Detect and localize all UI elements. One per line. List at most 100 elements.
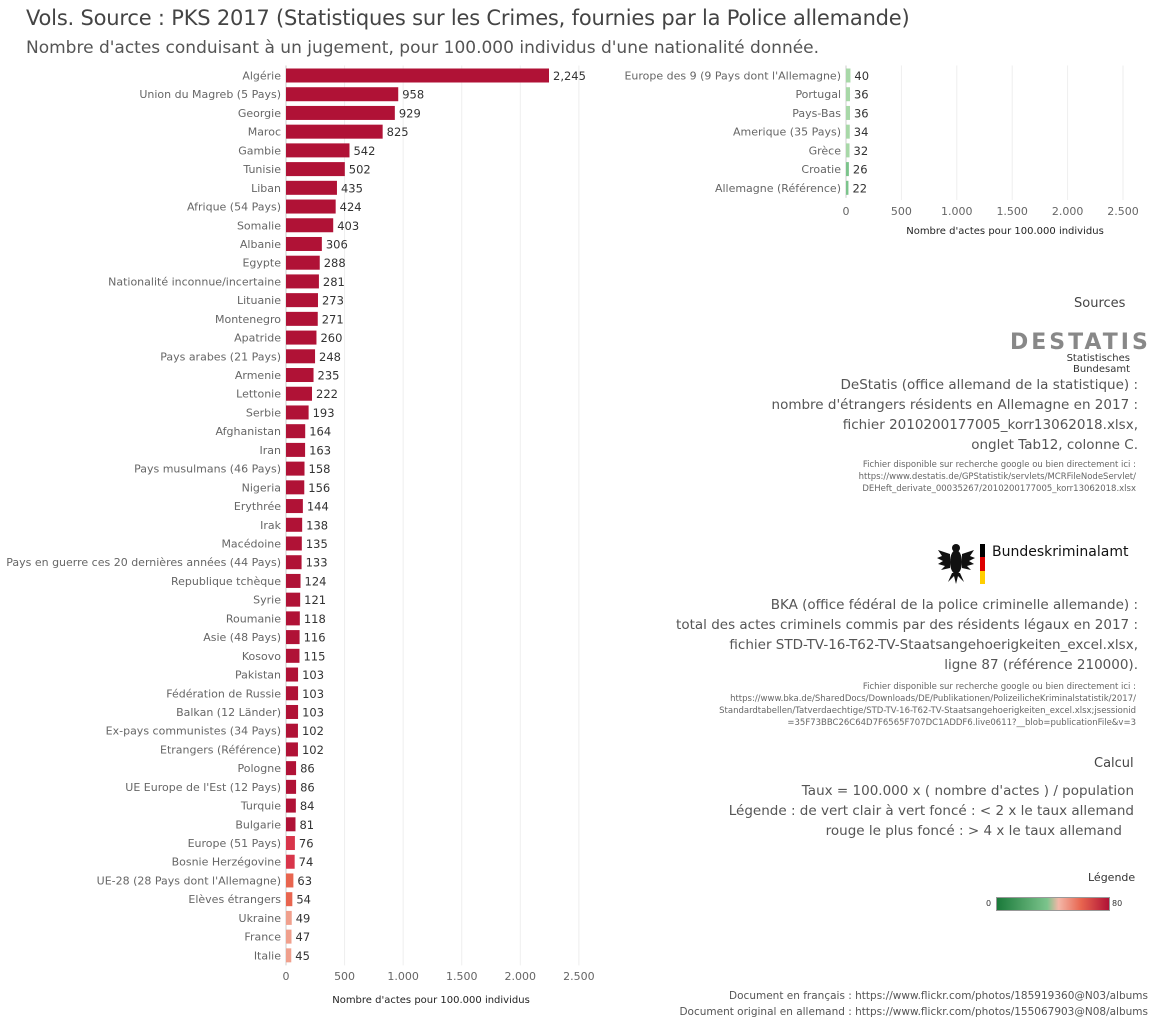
- bar: [286, 499, 303, 514]
- category-label: Nationalité inconnue/incertaine: [108, 275, 281, 288]
- bka-line: BKA (office fédéral de la police crimine…: [770, 597, 1138, 613]
- category-label: Iran: [260, 444, 282, 457]
- category-label: Georgie: [238, 107, 281, 120]
- bar: [286, 162, 345, 177]
- value-label: 32: [854, 144, 869, 158]
- bar: [286, 480, 305, 495]
- x-tick-label: 500: [334, 970, 355, 983]
- category-label: Lettonie: [236, 388, 281, 401]
- category-label: Croatie: [801, 163, 841, 176]
- bka-file-link[interactable]: Standardtabellen/Tatverdaechtige/STD-TV-…: [719, 706, 1136, 716]
- destatis-logo-sub: Statistisches Bundesamt: [1066, 353, 1130, 375]
- category-label: Macédoine: [221, 538, 281, 551]
- legend-max: 80: [1112, 899, 1123, 908]
- legend-gradient: [996, 897, 1110, 911]
- category-label: Pays en guerre ces 20 dernières années (…: [6, 556, 281, 569]
- value-label: 36: [854, 106, 869, 120]
- category-label: Maroc: [248, 126, 281, 139]
- x-tick-label: 0: [843, 205, 850, 218]
- bar: [286, 723, 298, 738]
- bar: [846, 105, 850, 120]
- legend-title: Légende: [1088, 871, 1136, 884]
- bka-file-line: Fichier disponible sur recherche google …: [862, 682, 1136, 692]
- category-label: Albanie: [240, 238, 281, 251]
- value-label: 138: [306, 518, 328, 532]
- value-label: 49: [296, 911, 311, 925]
- category-label: Ukraine: [239, 912, 282, 925]
- value-label: 542: [353, 144, 375, 158]
- bar: [846, 162, 849, 177]
- value-label: 502: [349, 163, 371, 177]
- value-label: 34: [854, 125, 869, 139]
- value-label: 281: [323, 275, 345, 289]
- category-label: France: [244, 931, 281, 944]
- bka-file-link[interactable]: https://www.bka.de/SharedDocs/Downloads/…: [730, 694, 1136, 704]
- bar: [286, 255, 320, 270]
- value-label: 124: [305, 574, 327, 588]
- bar: [286, 630, 300, 645]
- destatis-line: fichier 2010200177005_korr13062018.xlsx,: [842, 417, 1138, 433]
- value-label: 116: [304, 631, 326, 645]
- value-label: 164: [309, 425, 331, 439]
- category-label: Balkan (12 Länder): [176, 706, 281, 719]
- x-tick-label: 1.000: [941, 205, 973, 218]
- value-label: 115: [303, 649, 325, 663]
- x-tick-label: 1.000: [387, 970, 419, 983]
- value-label: 45: [295, 949, 310, 963]
- bar: [286, 536, 302, 551]
- category-label: Afrique (54 Pays): [187, 201, 281, 214]
- value-label: 102: [302, 724, 324, 738]
- bar: [286, 68, 549, 83]
- destatis-logo: DESTATIS Statistisches Bundesamt: [1010, 330, 1151, 375]
- category-label: Amerique (35 Pays): [733, 126, 841, 139]
- value-label: 22: [852, 181, 867, 195]
- footer-link-de[interactable]: Document original en allemand : https://…: [679, 1006, 1148, 1018]
- destatis-line: DeStatis (office allemand de la statisti…: [840, 377, 1138, 393]
- destatis-logo-word: DESTATIS: [1010, 330, 1151, 355]
- x-tick-label: 1.500: [446, 970, 478, 983]
- bar: [286, 948, 292, 963]
- category-label: Egypte: [242, 257, 281, 270]
- sources-title: Sources: [1074, 296, 1126, 311]
- footer-link-fr[interactable]: Document en français : https://www.flick…: [729, 990, 1148, 1002]
- bar: [286, 180, 337, 195]
- bar: [286, 573, 301, 588]
- destatis-file-line: Fichier disponible sur recherche google …: [862, 460, 1136, 470]
- category-label: Fédération de Russie: [166, 687, 281, 700]
- category-label: Armenie: [235, 369, 281, 382]
- value-label: 825: [387, 125, 409, 139]
- category-label: Nigeria: [242, 481, 281, 494]
- bar: [846, 143, 850, 158]
- category-label: Pays musulmans (46 Pays): [134, 463, 281, 476]
- value-label: 81: [299, 818, 314, 832]
- x-tick-label: 0: [283, 970, 290, 983]
- bar: [286, 386, 313, 401]
- bka-file-link[interactable]: =35F73BBC26C64D7F6565F707DC1ADDF6.live06…: [787, 718, 1136, 728]
- x-tick-label: 500: [891, 205, 912, 218]
- bar: [286, 929, 292, 944]
- category-label: Asie (48 Pays): [203, 631, 281, 644]
- bar: [286, 817, 296, 832]
- bar: [286, 742, 298, 757]
- bar: [286, 143, 350, 158]
- x-tick-label: 1.500: [996, 205, 1028, 218]
- category-label: Bosnie Herzégovine: [172, 856, 282, 869]
- calcul-line-3: rouge le plus foncé : > 4 x le taux alle…: [825, 823, 1122, 839]
- value-label: 86: [300, 762, 315, 776]
- category-label: Liban: [251, 182, 281, 195]
- value-label: 273: [322, 294, 344, 308]
- bar: [286, 667, 299, 682]
- value-label: 156: [308, 481, 330, 495]
- destatis-file-link[interactable]: DEHeft_derivate_00035267/2010200177005_k…: [862, 484, 1136, 494]
- value-label: 63: [297, 874, 312, 888]
- x-axis-label: Nombre d'actes pour 100.000 individus: [906, 226, 1104, 237]
- bar: [286, 555, 302, 570]
- bar: [286, 293, 318, 308]
- category-label: Roumanie: [226, 612, 281, 625]
- value-label: 158: [309, 462, 331, 476]
- bar: [286, 405, 309, 420]
- value-label: 135: [306, 537, 328, 551]
- destatis-file-link[interactable]: https://www.destatis.de/GPStatistik/serv…: [858, 472, 1136, 482]
- bar: [286, 461, 305, 476]
